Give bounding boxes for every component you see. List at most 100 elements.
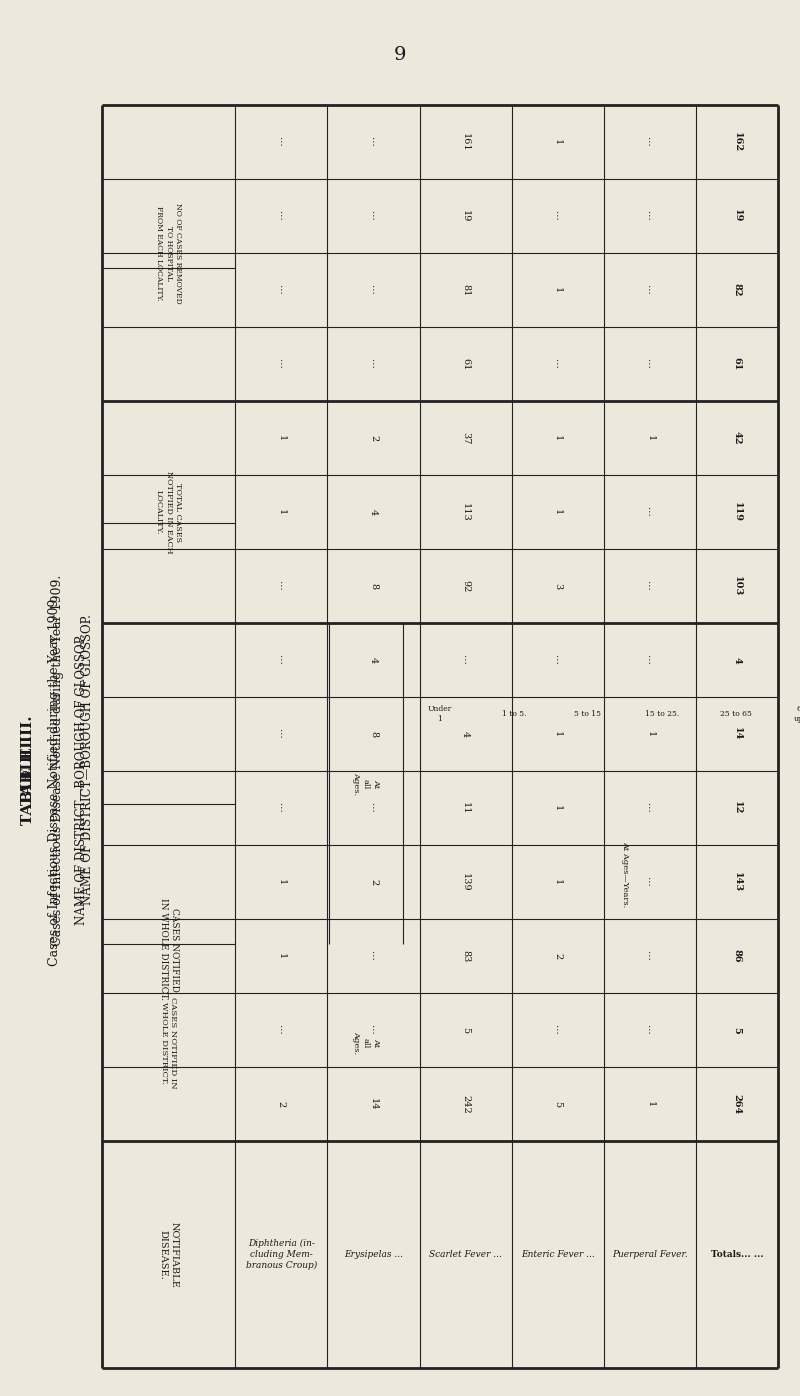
Text: 139: 139 bbox=[461, 872, 470, 892]
Text: …: … bbox=[277, 803, 286, 812]
Text: 9: 9 bbox=[394, 46, 406, 64]
Text: 4: 4 bbox=[461, 732, 470, 737]
Text: 2: 2 bbox=[554, 953, 562, 959]
Text: Enteric Fever ...: Enteric Fever ... bbox=[521, 1249, 594, 1259]
Text: 12: 12 bbox=[733, 801, 742, 815]
Text: …: … bbox=[646, 877, 654, 886]
Text: …: … bbox=[646, 655, 654, 664]
Text: At Ages—Years.: At Ages—Years. bbox=[621, 842, 629, 907]
Text: 19: 19 bbox=[733, 209, 742, 223]
Text: 1: 1 bbox=[646, 1101, 654, 1107]
Text: 1: 1 bbox=[554, 436, 562, 441]
Text: 4: 4 bbox=[369, 658, 378, 663]
Text: TABLE III.: TABLE III. bbox=[21, 715, 35, 805]
Text: …: … bbox=[277, 359, 286, 369]
Text: Under
1: Under 1 bbox=[428, 705, 452, 723]
Text: …: … bbox=[369, 803, 378, 812]
Text: TABLE III.: TABLE III. bbox=[21, 736, 35, 825]
Text: 61: 61 bbox=[461, 357, 470, 370]
Text: …: … bbox=[646, 803, 654, 812]
Text: 82: 82 bbox=[733, 283, 742, 297]
Text: Scarlet Fever ...: Scarlet Fever ... bbox=[429, 1249, 502, 1259]
Text: 37: 37 bbox=[461, 431, 470, 444]
Text: 15 to 25.: 15 to 25. bbox=[645, 709, 679, 718]
Text: 4: 4 bbox=[369, 510, 378, 515]
Text: NAME OF DISTRICT—BOROUGH OF GLOSSOP.: NAME OF DISTRICT—BOROUGH OF GLOSSOP. bbox=[75, 635, 89, 926]
Text: 8: 8 bbox=[369, 732, 378, 737]
Text: TOTAL CASES
NOTIFIED IN EACH
LOCALITY.: TOTAL CASES NOTIFIED IN EACH LOCALITY. bbox=[154, 470, 182, 553]
Text: Totals... ...: Totals... ... bbox=[710, 1249, 763, 1259]
Text: 5: 5 bbox=[554, 1101, 562, 1107]
Text: 264: 264 bbox=[733, 1094, 742, 1114]
Text: 1: 1 bbox=[277, 510, 286, 515]
Text: 83: 83 bbox=[461, 949, 470, 962]
Text: 5: 5 bbox=[733, 1027, 742, 1033]
Text: At
all
Ages.: At all Ages. bbox=[352, 1032, 380, 1054]
Text: 3: 3 bbox=[554, 584, 562, 589]
Text: 119: 119 bbox=[733, 503, 742, 522]
Text: 1: 1 bbox=[554, 510, 562, 515]
Text: …: … bbox=[554, 1025, 562, 1034]
Text: 1: 1 bbox=[554, 288, 562, 293]
Text: …: … bbox=[646, 285, 654, 295]
Text: 1: 1 bbox=[554, 805, 562, 811]
Text: 65 and
upwards: 65 and upwards bbox=[794, 705, 800, 723]
Text: …: … bbox=[277, 137, 286, 147]
Text: …: … bbox=[646, 137, 654, 147]
Text: At
all
Ages.: At all Ages. bbox=[352, 772, 380, 796]
Text: …: … bbox=[646, 581, 654, 591]
Text: …: … bbox=[646, 951, 654, 960]
Text: 19: 19 bbox=[461, 209, 470, 222]
Text: CASES NOTIFIED
IN WHOLE DISTRICT.: CASES NOTIFIED IN WHOLE DISTRICT. bbox=[158, 899, 178, 1001]
Text: …: … bbox=[461, 655, 470, 664]
Text: 14: 14 bbox=[369, 1097, 378, 1110]
Text: …: … bbox=[369, 137, 378, 147]
Text: 8: 8 bbox=[369, 584, 378, 589]
Text: 1: 1 bbox=[554, 732, 562, 737]
Text: …: … bbox=[369, 285, 378, 295]
Text: CASES NOTIFIED IN
WHOLE DISTRICT.: CASES NOTIFIED IN WHOLE DISTRICT. bbox=[160, 997, 178, 1089]
Text: 2: 2 bbox=[369, 879, 378, 885]
Text: 1: 1 bbox=[646, 436, 654, 441]
Text: Cases of Infectious Disease Notified during the Year 1909.: Cases of Infectious Disease Notified dur… bbox=[49, 595, 62, 966]
Text: Cases of Infectious Disease Notified during the Year 1909.: Cases of Infectious Disease Notified dur… bbox=[51, 574, 65, 945]
Text: …: … bbox=[277, 211, 286, 221]
Text: 81: 81 bbox=[461, 283, 470, 296]
Text: 92: 92 bbox=[461, 579, 470, 592]
Text: 14: 14 bbox=[733, 727, 742, 741]
Text: 1: 1 bbox=[554, 879, 562, 885]
Text: 1: 1 bbox=[646, 732, 654, 737]
Text: …: … bbox=[369, 951, 378, 960]
Text: …: … bbox=[277, 285, 286, 295]
Text: …: … bbox=[554, 655, 562, 664]
Text: 4: 4 bbox=[733, 656, 742, 663]
Text: …: … bbox=[277, 1025, 286, 1034]
Text: …: … bbox=[277, 729, 286, 738]
Text: …: … bbox=[646, 1025, 654, 1034]
Text: 2: 2 bbox=[369, 436, 378, 441]
Text: 1: 1 bbox=[277, 879, 286, 885]
Text: NOTIFIABLE
DISEASE.: NOTIFIABLE DISEASE. bbox=[158, 1222, 178, 1287]
Text: …: … bbox=[646, 507, 654, 517]
Text: 5 to 15: 5 to 15 bbox=[574, 709, 602, 718]
Text: 86: 86 bbox=[733, 949, 742, 963]
Text: 2: 2 bbox=[277, 1101, 286, 1107]
Text: 103: 103 bbox=[733, 577, 742, 596]
Text: 143: 143 bbox=[733, 872, 742, 892]
Text: Diphtheria (in-
cluding Mem-
branous Croup): Diphtheria (in- cluding Mem- branous Cro… bbox=[246, 1238, 317, 1270]
Text: NO OF CASES REMOVED
TO HOSPITAL
FROM EACH LOCALITY.: NO OF CASES REMOVED TO HOSPITAL FROM EAC… bbox=[154, 202, 182, 303]
Text: 113: 113 bbox=[461, 503, 470, 522]
Text: …: … bbox=[277, 581, 286, 591]
Text: 161: 161 bbox=[461, 133, 470, 151]
Text: 5: 5 bbox=[461, 1027, 470, 1033]
Text: 61: 61 bbox=[733, 357, 742, 371]
Text: NAME OF DISTRICT—BOROUGH OF GLOSSOP.: NAME OF DISTRICT—BOROUGH OF GLOSSOP. bbox=[82, 614, 94, 906]
Text: Erysipelas ...: Erysipelas ... bbox=[344, 1249, 403, 1259]
Text: 1 to 5.: 1 to 5. bbox=[502, 709, 526, 718]
Text: 1: 1 bbox=[277, 436, 286, 441]
Text: …: … bbox=[554, 211, 562, 221]
Text: …: … bbox=[369, 1025, 378, 1034]
Text: …: … bbox=[369, 211, 378, 221]
Text: 1: 1 bbox=[554, 138, 562, 145]
Text: …: … bbox=[277, 655, 286, 664]
